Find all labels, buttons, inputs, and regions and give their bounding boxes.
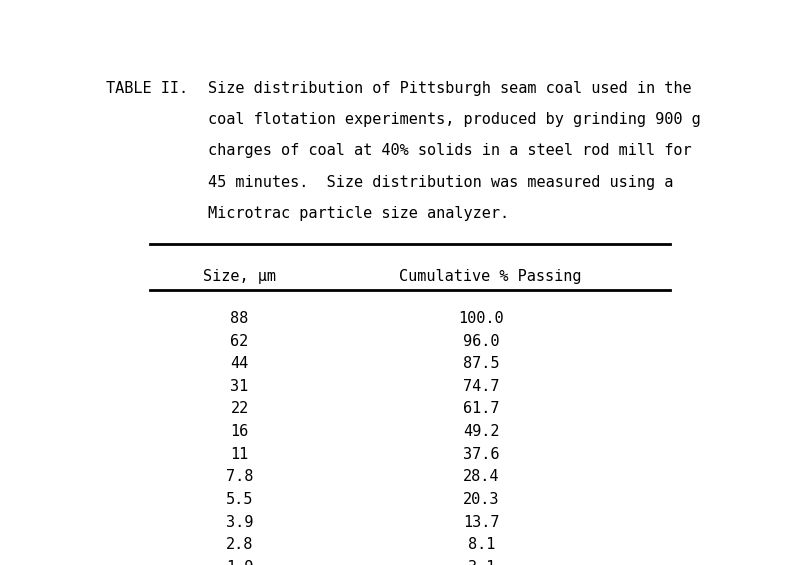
Text: 7.8: 7.8 — [226, 470, 253, 484]
Text: 3.9: 3.9 — [226, 515, 253, 529]
Text: 31: 31 — [230, 379, 249, 394]
Text: 5.5: 5.5 — [226, 492, 253, 507]
Text: 16: 16 — [230, 424, 249, 439]
Text: 74.7: 74.7 — [463, 379, 499, 394]
Text: 62: 62 — [230, 333, 249, 349]
Text: 45 minutes.  Size distribution was measured using a: 45 minutes. Size distribution was measur… — [209, 175, 674, 190]
Text: 1.9: 1.9 — [226, 560, 253, 565]
Text: coal flotation experiments, produced by grinding 900 g: coal flotation experiments, produced by … — [209, 112, 702, 127]
Text: Size, μm: Size, μm — [203, 270, 276, 284]
Text: 96.0: 96.0 — [463, 333, 499, 349]
Text: TABLE II.: TABLE II. — [106, 81, 188, 96]
Text: 49.2: 49.2 — [463, 424, 499, 439]
Text: Cumulative % Passing: Cumulative % Passing — [399, 270, 582, 284]
Text: Microtrac particle size analyzer.: Microtrac particle size analyzer. — [209, 206, 510, 221]
Text: 13.7: 13.7 — [463, 515, 499, 529]
Text: 20.3: 20.3 — [463, 492, 499, 507]
Text: 88: 88 — [230, 311, 249, 326]
Text: 8.1: 8.1 — [468, 537, 495, 552]
Text: 61.7: 61.7 — [463, 402, 499, 416]
Text: 37.6: 37.6 — [463, 447, 499, 462]
Text: Size distribution of Pittsburgh seam coal used in the: Size distribution of Pittsburgh seam coa… — [209, 81, 692, 96]
Text: 28.4: 28.4 — [463, 470, 499, 484]
Text: 100.0: 100.0 — [458, 311, 504, 326]
Text: 3.1: 3.1 — [468, 560, 495, 565]
Text: 44: 44 — [230, 357, 249, 371]
Text: 11: 11 — [230, 447, 249, 462]
Text: charges of coal at 40% solids in a steel rod mill for: charges of coal at 40% solids in a steel… — [209, 144, 692, 159]
Text: 22: 22 — [230, 402, 249, 416]
Text: 87.5: 87.5 — [463, 357, 499, 371]
Text: 2.8: 2.8 — [226, 537, 253, 552]
